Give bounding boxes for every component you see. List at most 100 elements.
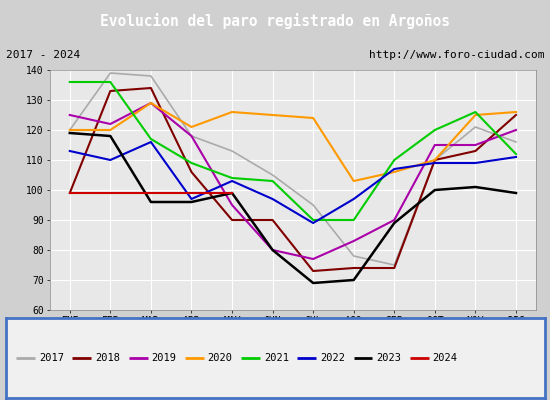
Line: 2023: 2023 xyxy=(70,133,516,283)
2021 xyxy=(472,110,478,114)
Text: 2022: 2022 xyxy=(320,353,345,363)
2020 xyxy=(310,116,316,120)
2018 xyxy=(188,170,195,174)
2023 xyxy=(188,200,195,204)
2017 xyxy=(229,148,235,153)
2022 xyxy=(472,160,478,166)
2017 xyxy=(432,158,438,162)
2019 xyxy=(188,134,195,138)
2021 xyxy=(513,152,519,156)
2023 xyxy=(67,130,73,135)
2018 xyxy=(472,148,478,153)
Text: 2021: 2021 xyxy=(264,353,289,363)
2019 xyxy=(310,257,316,262)
2023 xyxy=(229,191,235,196)
2021 xyxy=(188,160,195,166)
2021 xyxy=(310,218,316,222)
2019 xyxy=(472,142,478,147)
2022 xyxy=(188,196,195,201)
2023 xyxy=(391,221,398,226)
2024 xyxy=(229,191,235,196)
2020 xyxy=(432,158,438,162)
2018 xyxy=(147,86,154,90)
2024 xyxy=(147,191,154,196)
2019 xyxy=(229,202,235,207)
2018 xyxy=(432,158,438,162)
2019 xyxy=(350,238,357,243)
2023 xyxy=(432,188,438,192)
2021 xyxy=(67,80,73,84)
2021 xyxy=(147,137,154,142)
2018 xyxy=(229,218,235,222)
2020 xyxy=(513,110,519,114)
2022 xyxy=(107,158,114,162)
2022 xyxy=(513,154,519,159)
Text: Evolucion del paro registrado en Argoños: Evolucion del paro registrado en Argoños xyxy=(100,13,450,29)
2022 xyxy=(432,160,438,166)
2020 xyxy=(188,125,195,130)
Text: 2017 - 2024: 2017 - 2024 xyxy=(6,50,80,60)
2020 xyxy=(107,128,114,132)
2020 xyxy=(229,110,235,114)
2017 xyxy=(188,134,195,138)
2019 xyxy=(270,248,276,252)
2021 xyxy=(107,80,114,84)
2017 xyxy=(472,125,478,130)
Text: 2019: 2019 xyxy=(151,353,177,363)
2021 xyxy=(350,218,357,222)
2023 xyxy=(310,281,316,286)
Text: 2018: 2018 xyxy=(95,353,120,363)
Line: 2022: 2022 xyxy=(70,142,516,223)
2020 xyxy=(270,113,276,118)
2022 xyxy=(67,148,73,153)
Line: 2018: 2018 xyxy=(70,88,516,271)
2023 xyxy=(513,191,519,196)
2018 xyxy=(270,218,276,222)
2020 xyxy=(391,170,398,174)
Line: 2017: 2017 xyxy=(70,73,516,265)
2017 xyxy=(391,262,398,267)
2023 xyxy=(350,278,357,282)
2023 xyxy=(147,200,154,204)
2022 xyxy=(229,178,235,183)
Text: 2023: 2023 xyxy=(376,353,401,363)
2019 xyxy=(513,128,519,132)
2019 xyxy=(107,122,114,126)
Text: 2024: 2024 xyxy=(432,353,458,363)
2022 xyxy=(310,221,316,226)
2017 xyxy=(513,140,519,144)
2023 xyxy=(270,248,276,252)
2018 xyxy=(310,269,316,274)
2018 xyxy=(513,113,519,118)
2023 xyxy=(472,185,478,190)
2022 xyxy=(270,196,276,201)
Line: 2021: 2021 xyxy=(70,82,516,220)
2021 xyxy=(229,176,235,180)
2022 xyxy=(147,140,154,144)
2021 xyxy=(432,128,438,132)
2021 xyxy=(391,158,398,162)
2017 xyxy=(67,128,73,132)
2024 xyxy=(107,191,114,196)
2019 xyxy=(432,142,438,147)
2021 xyxy=(270,178,276,183)
2024 xyxy=(67,191,73,196)
2024 xyxy=(188,191,195,196)
2017 xyxy=(147,74,154,78)
2022 xyxy=(350,196,357,201)
2017 xyxy=(270,173,276,178)
2019 xyxy=(67,113,73,118)
2018 xyxy=(391,266,398,270)
2017 xyxy=(310,202,316,207)
Line: 2019: 2019 xyxy=(70,103,516,259)
2018 xyxy=(350,266,357,270)
2023 xyxy=(107,134,114,138)
2019 xyxy=(391,218,398,222)
2018 xyxy=(67,191,73,196)
2018 xyxy=(107,89,114,94)
2017 xyxy=(107,70,114,75)
2017 xyxy=(350,254,357,258)
2020 xyxy=(67,128,73,132)
2022 xyxy=(391,166,398,171)
Text: 2020: 2020 xyxy=(207,353,233,363)
